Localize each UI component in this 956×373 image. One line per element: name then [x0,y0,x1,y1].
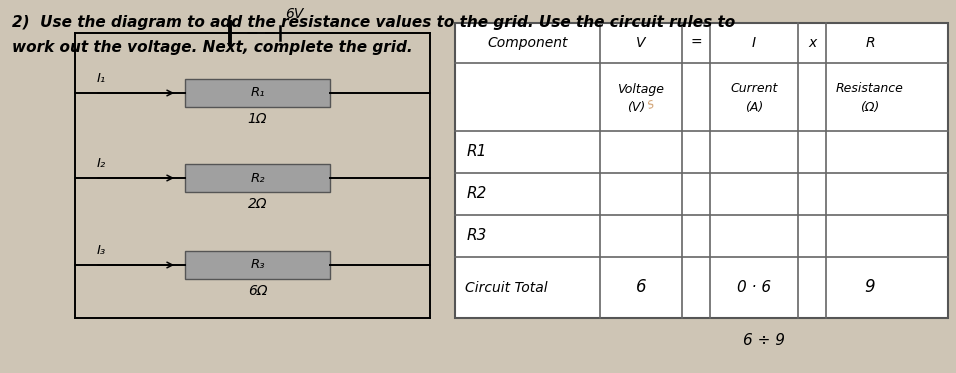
Text: 1Ω: 1Ω [248,112,268,126]
Text: S: S [646,99,655,111]
Text: 2)  Use the diagram to add the resistance values to the grid. Use the circuit ru: 2) Use the diagram to add the resistance… [12,15,735,30]
Text: Resistance: Resistance [836,82,904,95]
Text: R1: R1 [467,144,488,160]
Text: (A): (A) [745,100,763,113]
Bar [455,23,948,318]
Text: R₂: R₂ [250,172,265,185]
Text: Component: Component [488,36,568,50]
Text: work out the voltage. Next, complete the grid.: work out the voltage. Next, complete the… [12,40,413,55]
Text: I₁: I₁ [97,72,106,85]
Text: Current: Current [730,82,777,95]
Bar [185,79,330,107]
Text: R₁: R₁ [250,87,265,100]
Text: 6V: 6V [285,7,303,21]
Text: 9: 9 [864,279,876,297]
Text: R2: R2 [467,186,488,201]
Text: 2Ω: 2Ω [248,197,268,211]
Text: R: R [865,36,875,50]
Bar [185,251,330,279]
Text: x: x [808,36,816,50]
Text: V: V [637,36,645,50]
Text: R₃: R₃ [250,258,265,272]
Text: Voltage: Voltage [618,82,664,95]
Text: R3: R3 [467,229,488,244]
Text: 6 ÷ 9: 6 ÷ 9 [743,333,785,348]
Text: 6: 6 [636,279,646,297]
Text: =: = [690,36,702,50]
Text: I₃: I₃ [97,244,106,257]
Text: (V): (V) [627,100,645,113]
Text: 0 · 6: 0 · 6 [737,280,771,295]
Text: (Ω): (Ω) [860,100,880,113]
Text: I₂: I₂ [97,157,106,170]
Text: 6Ω: 6Ω [248,284,268,298]
Bar [185,164,330,192]
Text: I: I [752,36,756,50]
Text: Circuit Total: Circuit Total [465,280,548,295]
